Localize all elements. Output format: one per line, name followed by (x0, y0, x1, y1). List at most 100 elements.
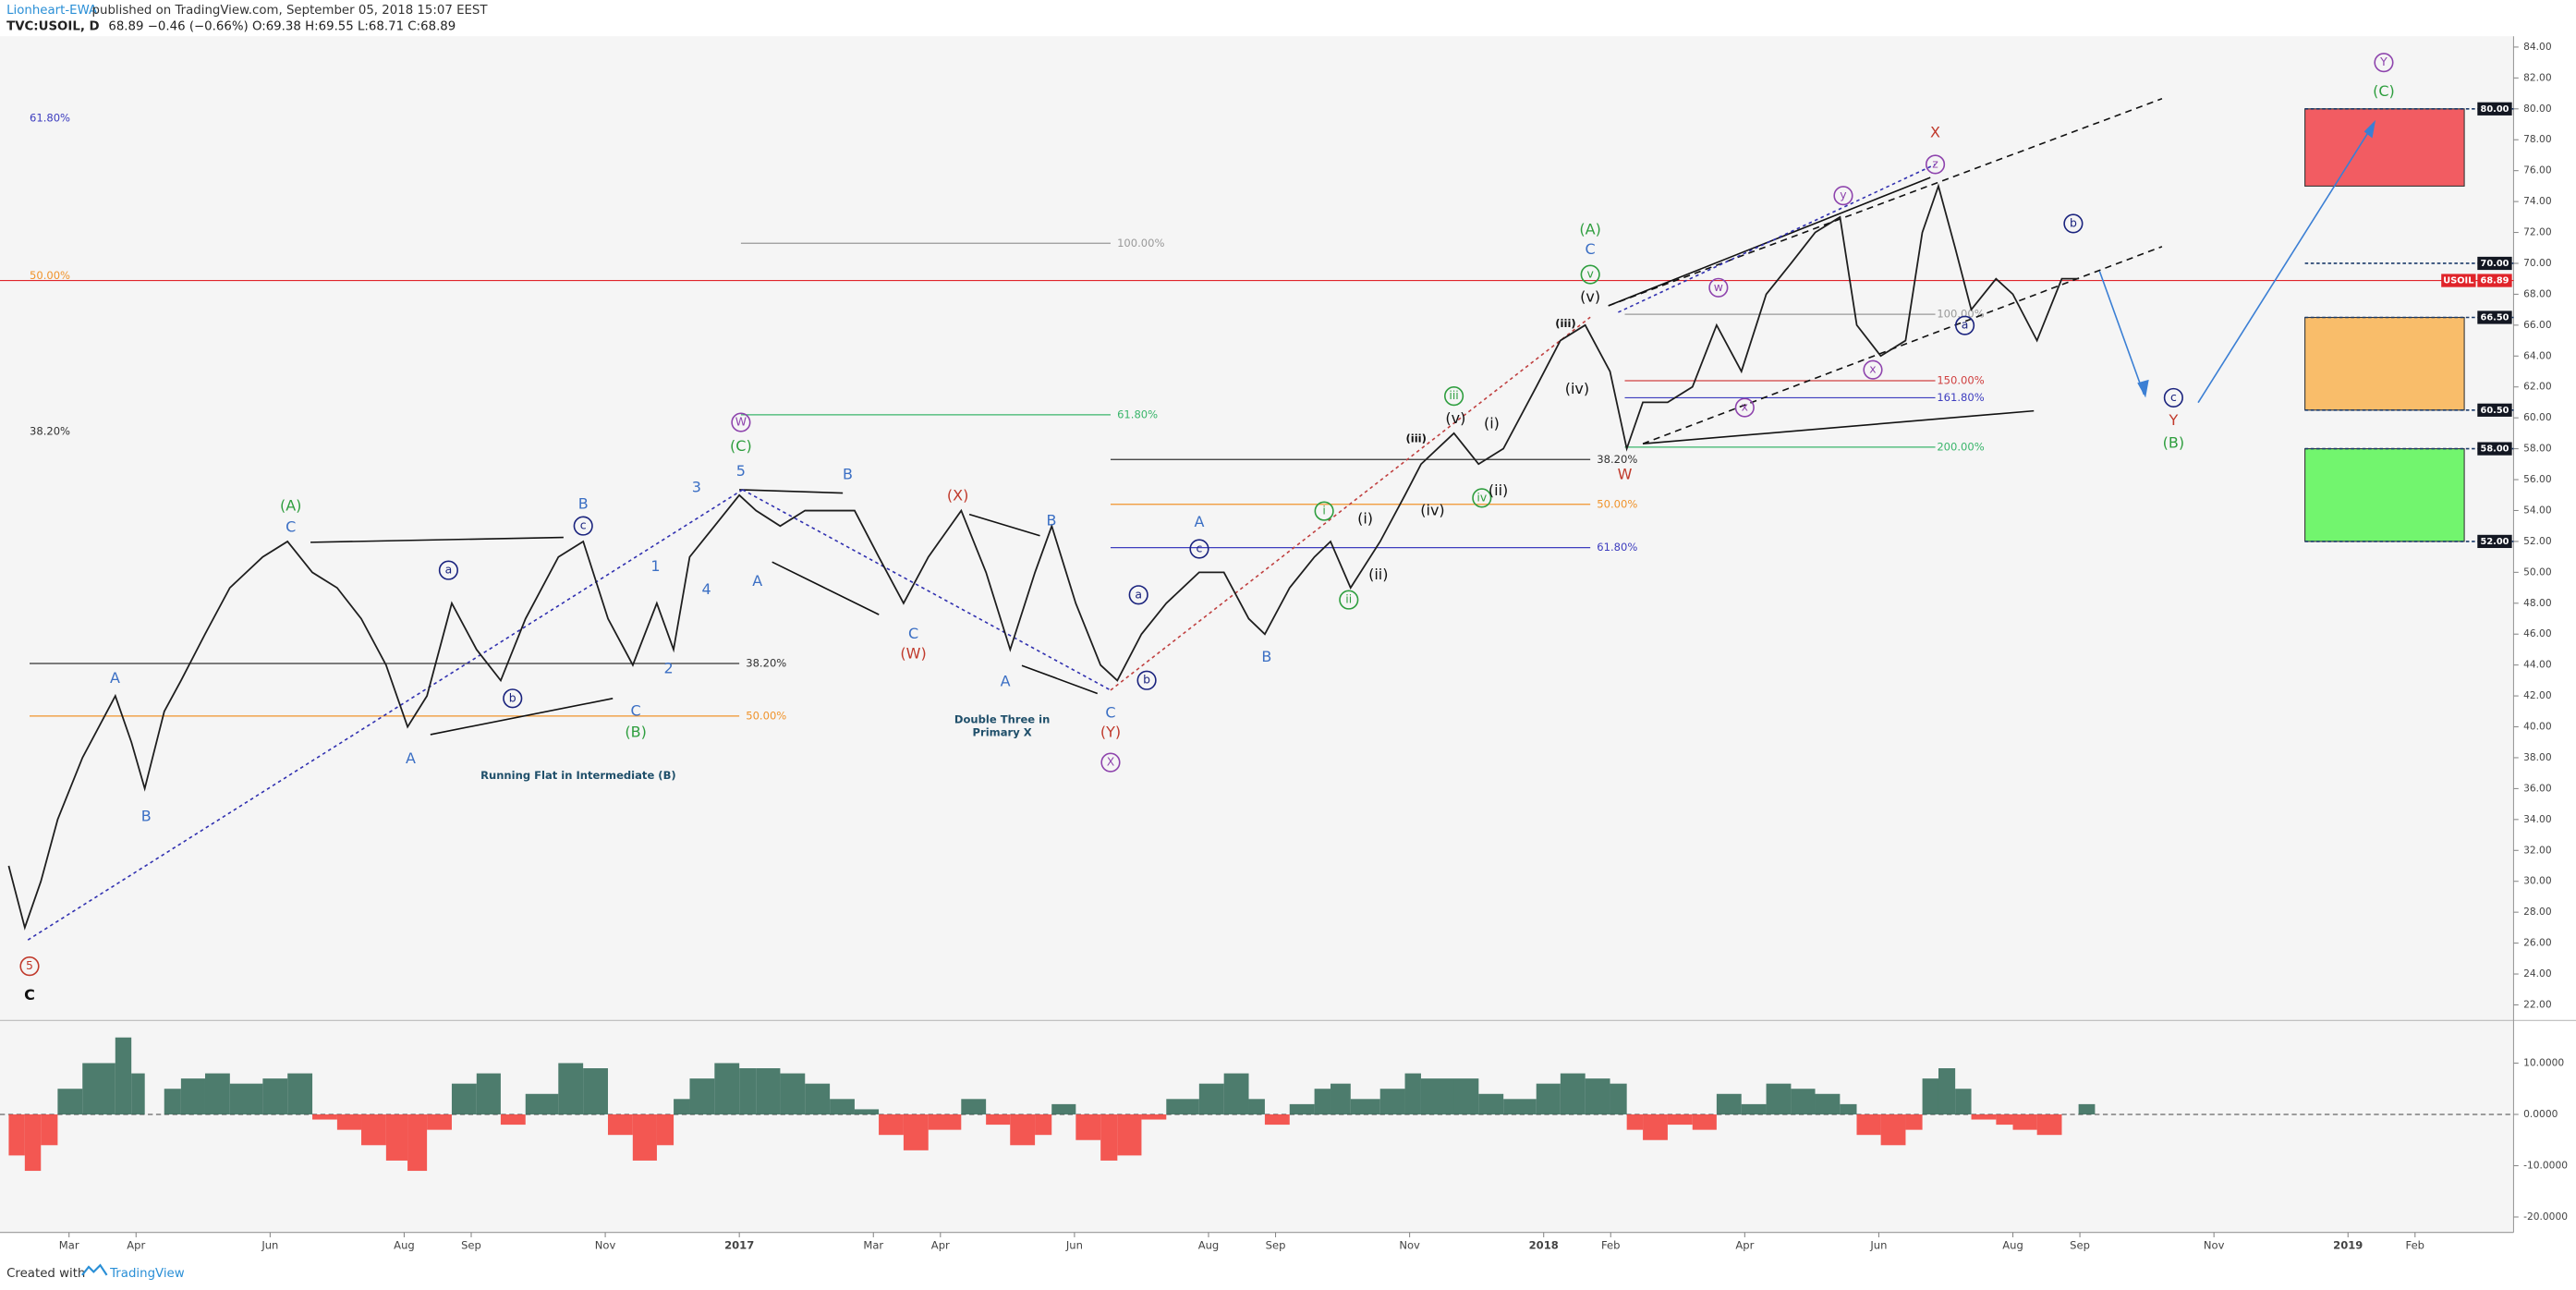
x-tick-label: Mar (59, 1238, 79, 1251)
wave-label: B (843, 465, 853, 482)
wave-label: B (1046, 511, 1056, 529)
osc-bar (2012, 1114, 2037, 1130)
y-tick-label: 52.00 (2523, 535, 2552, 547)
wave-circle (503, 688, 523, 709)
wave-circle (1954, 315, 1975, 335)
wave-circle (1339, 590, 1359, 610)
wave-label: 5 (26, 958, 33, 972)
x-tick-label: Jun (1869, 1238, 1887, 1251)
x-tick-label: Apr (931, 1238, 950, 1251)
wave-label: A (110, 669, 120, 687)
level-tag (2477, 310, 2512, 324)
y-tick-label: 82.00 (2523, 71, 2552, 83)
wave-label: (v) (1445, 409, 1465, 427)
wave-label: 4 (701, 580, 711, 598)
osc-bar (1815, 1093, 1841, 1114)
osc-bar (1971, 1114, 1997, 1120)
wave-label: W (1618, 465, 1633, 482)
trend-line (2197, 123, 2375, 404)
wave-circle (1444, 386, 1464, 407)
y-tick-label: 60.00 (2523, 411, 2552, 423)
osc-bar (57, 1089, 83, 1114)
osc-bar (1010, 1114, 1036, 1146)
osc-bar (1791, 1089, 1816, 1114)
osc-bar (1166, 1099, 1199, 1114)
level-label: 68.89 (2481, 276, 2509, 286)
wave-label: z (1932, 156, 1938, 170)
osc-bar (1503, 1099, 1537, 1114)
osc-bar (407, 1114, 428, 1172)
wave-label: w (1714, 280, 1723, 294)
wave-label: (B) (2163, 434, 2184, 452)
osc-bar (164, 1089, 181, 1114)
wave-label: (iv) (1420, 502, 1444, 519)
wave-label: Y (2168, 411, 2178, 429)
y-tick-label: 78.00 (2523, 133, 2552, 145)
trend-line (1110, 316, 1591, 691)
wave-circle (1128, 585, 1148, 605)
level-label: 70.00 (2481, 259, 2509, 269)
wave-label: A (1001, 673, 1011, 690)
symbol-tag (2441, 274, 2476, 287)
arrow-head (2363, 119, 2376, 139)
annotation-text: Running Flat in Intermediate (B) (480, 769, 676, 782)
wave-label: c (1197, 541, 1203, 554)
wave-circle (1925, 154, 1946, 175)
osc-bar (739, 1068, 757, 1114)
level-tag (2477, 534, 2512, 549)
y-tick-label: 80.00 (2523, 103, 2552, 115)
author[interactable]: Lionheart-EWA (6, 4, 97, 18)
fib-label: 61.80% (1117, 408, 1158, 420)
trend-line (310, 536, 564, 543)
wave-label: 3 (692, 479, 701, 496)
x-tick-label: Nov (595, 1238, 616, 1251)
trend-line (1618, 164, 1936, 313)
wave-circle (438, 560, 458, 580)
fib-label: 100.00% (1937, 308, 1984, 321)
annotation-text: (iii) (1405, 432, 1426, 444)
wave-circle (731, 412, 751, 432)
y-tick-label: 44.00 (2523, 659, 2552, 671)
osc-bar (903, 1114, 929, 1150)
osc-bar (805, 1083, 831, 1114)
wave-label: A (1195, 513, 1205, 530)
osc-bar (656, 1114, 674, 1146)
wave-circle (1580, 264, 1600, 285)
osc-bar (427, 1114, 452, 1130)
wave-label: (A) (1579, 221, 1600, 238)
wave-label: C (908, 625, 918, 642)
fib-label: 150.00% (1937, 374, 1984, 387)
osc-bar (115, 1037, 132, 1114)
wave-label: (B) (625, 724, 646, 741)
osc-bar (287, 1073, 313, 1114)
wave-label: (Y) (1100, 724, 1121, 741)
osc-bar (1264, 1114, 1290, 1126)
wave-label: W (735, 415, 747, 429)
y-tick-label: 68.00 (2523, 287, 2552, 299)
osc-bar (229, 1083, 263, 1114)
wave-label: b (2070, 215, 2077, 229)
osc-bar (476, 1073, 501, 1114)
wave-label: (i) (1357, 509, 1373, 527)
osc-bar (1314, 1089, 1331, 1114)
y-tick-label: 58.00 (2523, 443, 2552, 455)
fib-label: 38.20% (746, 656, 786, 669)
footer-created: Created with (6, 1267, 85, 1281)
y-tick-label: 26.00 (2523, 937, 2552, 949)
osc-bar (1453, 1078, 1479, 1114)
y-tick-label: 66.00 (2523, 319, 2552, 331)
wave-circle (1863, 359, 1883, 380)
osc-bar (2078, 1103, 2096, 1114)
osc-bar (262, 1078, 288, 1114)
wave-label: x (1742, 400, 1748, 414)
osc-bar (1100, 1114, 1118, 1161)
footer-brand[interactable]: TradingView (109, 1267, 185, 1281)
osc-bar (1404, 1073, 1421, 1114)
y-tick-label: 84.00 (2523, 41, 2552, 53)
osc-bar (1716, 1093, 1742, 1114)
wave-label: (C) (2373, 82, 2395, 100)
wave-label: A (406, 749, 416, 767)
osc-bar (1075, 1114, 1101, 1140)
wave-label: C (1105, 703, 1115, 721)
osc-bar (1117, 1114, 1142, 1156)
